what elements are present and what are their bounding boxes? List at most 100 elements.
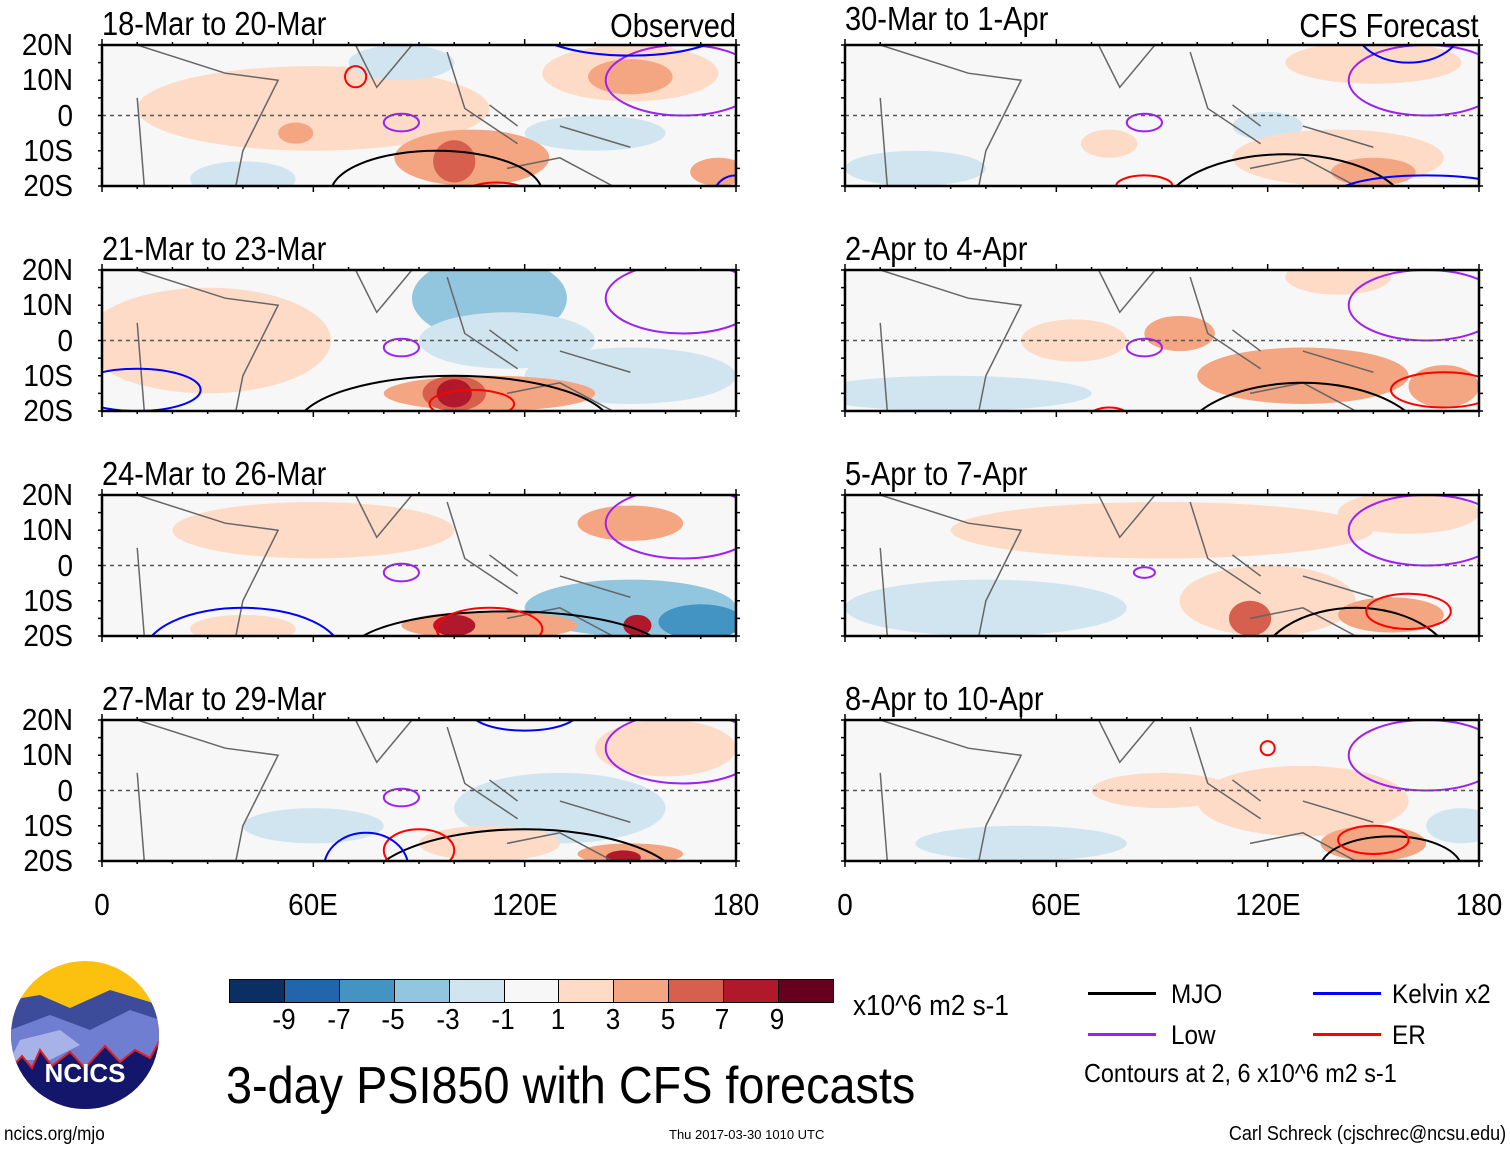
footer-url[interactable]: ncics.org/mjo [4,1124,105,1145]
y-tick-label: 0 [57,322,73,358]
contour-er [1365,592,1452,630]
x-tick-label: 0 [837,887,853,922]
anomaly-region [623,614,652,636]
y-tick-label: 10S [23,582,73,618]
contour-er [435,606,544,636]
contour-mjo [1198,381,1407,411]
anomaly-region [595,720,736,777]
contour-low [1347,720,1479,792]
contour-low [1347,495,1479,567]
colorbar-label: -3 [436,1004,460,1036]
colorbar-swatch [669,980,725,1002]
anomaly-region [845,579,1127,636]
x-tick-label: 60E [1031,887,1082,922]
colorbar-swatch [779,980,833,1002]
contour-er [428,388,516,411]
contour-mjo [383,828,667,861]
contour-mjo [331,149,542,186]
legend-kelvin: Kelvin x2 [1392,979,1491,1009]
map-panel [98,264,740,417]
contour-er [1337,824,1410,855]
y-tick-label: 20S [23,393,73,428]
x-tick-label: 180 [712,887,760,922]
colorbar [229,979,834,1003]
x-tick-label: 180 [1455,887,1503,922]
x-tick-label: 120E [492,887,558,922]
contour-low [604,495,736,560]
footer-author: Carl Schreck (cjschrec@ncsu.edu) [1228,1123,1506,1145]
contour-low [1125,337,1163,358]
anomaly-region [524,115,666,151]
footer-timestamp: Thu 2017-03-30 1010 UTC [669,1127,825,1142]
anomaly-region [454,772,666,844]
map-panel [98,39,740,192]
anomaly-region [588,59,673,95]
y-tick-label: 10N [21,62,73,98]
anomaly-region [348,45,455,81]
anomaly-region [1091,772,1233,809]
y-tick-label: 20S [23,843,73,878]
x-tick-label: 60E [288,887,339,922]
colorbar-swatch [724,980,780,1002]
contour-low [1347,45,1479,117]
legend-line-kelvin [1313,992,1381,995]
colorbar-swatch [339,980,395,1002]
legend-er: ER [1392,1020,1426,1050]
contour-er [382,828,456,861]
figure-title: 3-day PSI850 with CFS forecasts [226,1057,916,1115]
contour-low [382,787,420,808]
anomaly-region [1080,129,1138,158]
anomaly-region [845,150,986,186]
panel-title: 27-Mar to 29-Mar [102,680,327,717]
anomaly-region [577,505,684,541]
contour-kelvin [323,831,409,861]
contour-low [1347,270,1479,342]
panel-title: 5-Apr to 7-Apr [845,455,1028,492]
colorbar-label: -9 [272,1004,296,1036]
anomaly-region [1338,597,1444,633]
panel-title: 21-Mar to 23-Mar [102,230,327,267]
panel-title: 30-Mar to 1-Apr [845,0,1049,37]
colorbar-swatch [394,980,450,1002]
anomaly-region [383,375,596,411]
contour-er [1092,406,1127,411]
x-tick-label: 0 [94,887,110,922]
anomaly-region [190,614,296,636]
anomaly-region [1197,765,1409,837]
contour-kelvin [150,606,336,636]
colorbar-swatch [614,980,670,1002]
y-tick-label: 20N [21,702,73,737]
contour-low [382,337,420,358]
legend-line-er [1313,1033,1381,1036]
y-tick-label: 0 [57,772,73,808]
contour-low [604,720,736,785]
logo-text: NCICS [45,1058,126,1088]
contour-low [1132,566,1156,579]
panel-title: 2-Apr to 4-Apr [845,230,1028,267]
contour-er [1389,371,1479,409]
anomaly-region [172,502,455,559]
colorbar-swatch [230,980,285,1002]
contour-mjo [361,610,654,636]
y-tick-label: 10S [23,132,73,168]
contour-low [604,45,736,117]
forecast-label: CFS Forecast [1299,7,1479,44]
y-tick-label: 10N [21,737,73,773]
map-panel [841,264,1483,417]
panel-title: 18-Mar to 20-Mar [102,5,327,42]
panel-title: 8-Apr to 10-Apr [845,680,1044,717]
contour-er [1115,174,1174,186]
colorbar-label: 7 [715,1004,730,1036]
contour-er [470,181,523,186]
anomaly-region [658,604,736,636]
contour-kelvin [1343,174,1479,186]
anomaly-region [915,825,1127,861]
anomaly-region [605,850,641,861]
colorbar-label: 1 [550,1004,566,1036]
anomaly-region [1285,270,1391,295]
anomaly-region [845,375,1092,411]
y-tick-label: 0 [57,97,73,133]
contour-kelvin [551,45,709,57]
map-panel [841,489,1483,642]
anomaly-region [1144,315,1215,352]
